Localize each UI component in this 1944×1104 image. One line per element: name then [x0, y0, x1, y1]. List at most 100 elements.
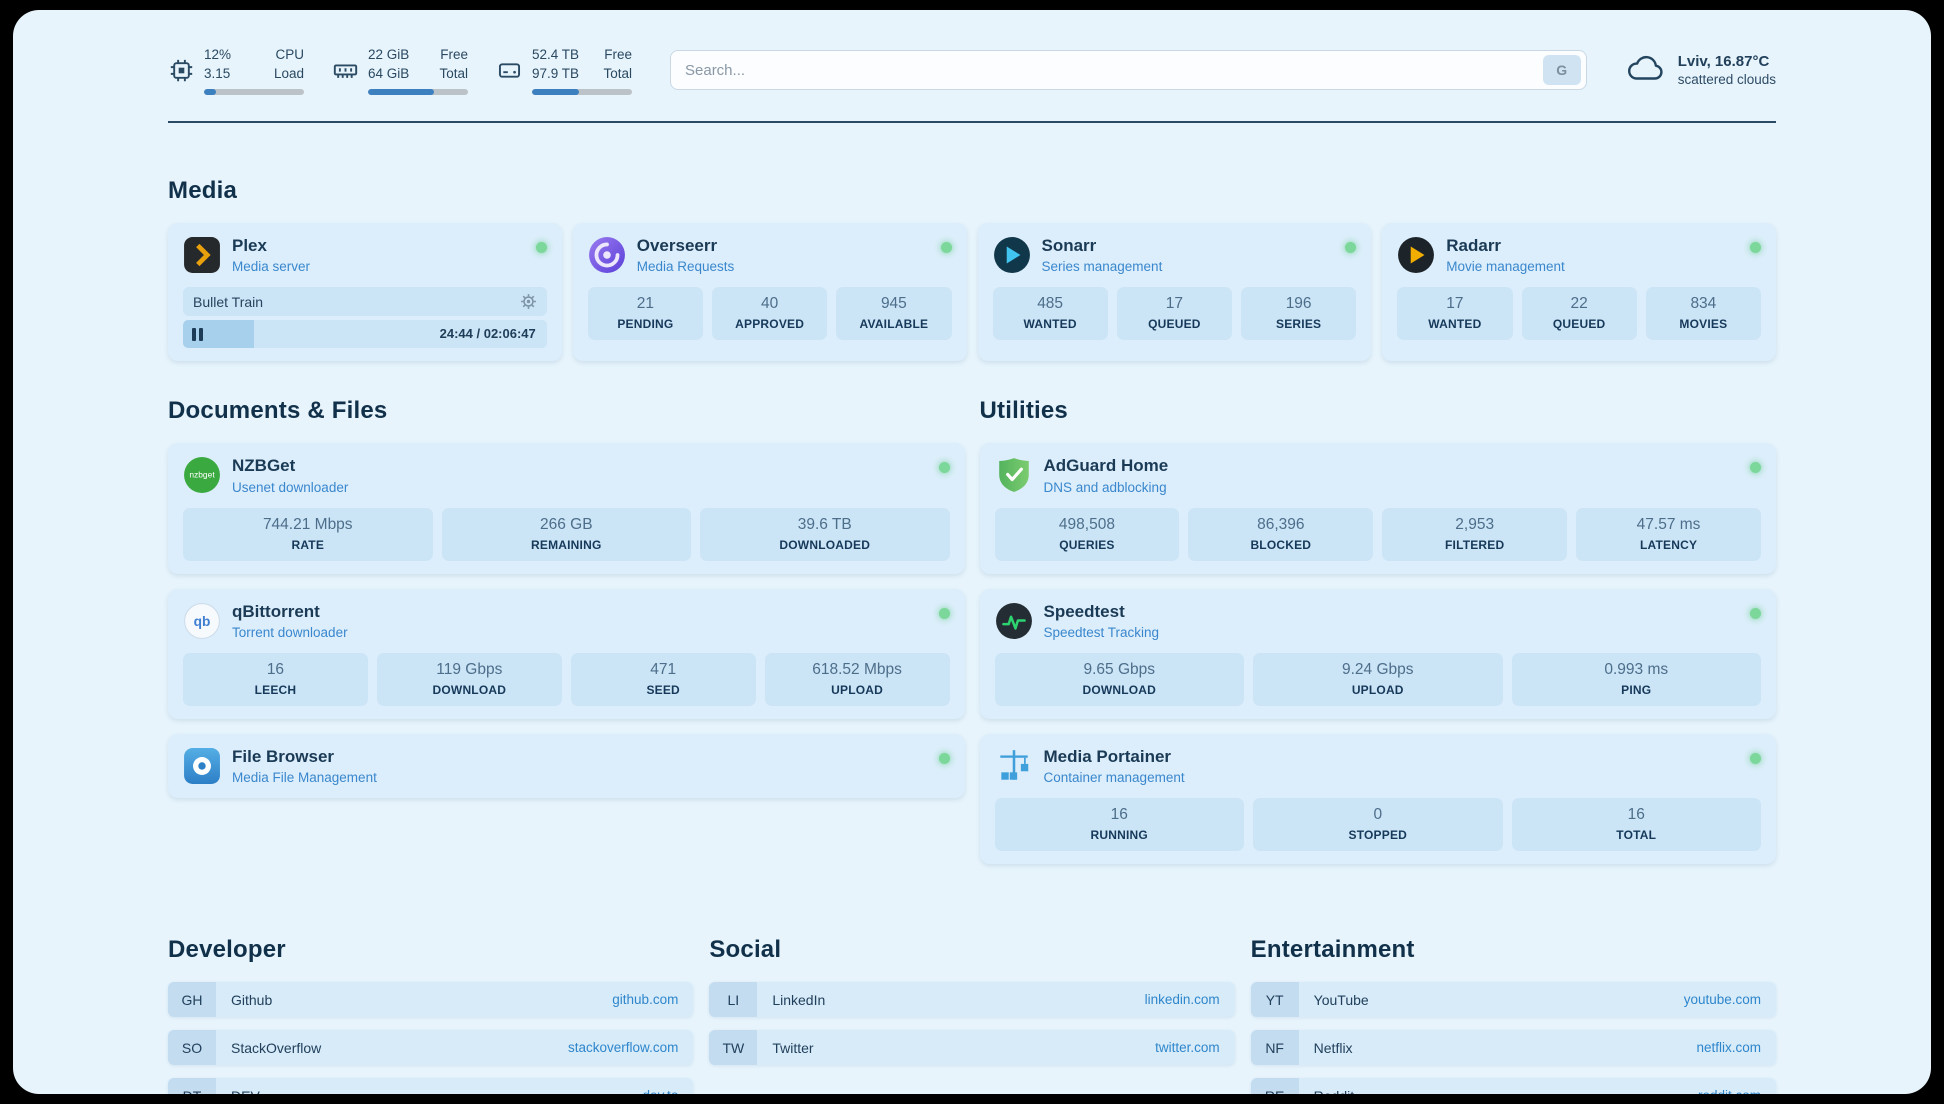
gear-icon[interactable]	[520, 293, 537, 310]
app-subtitle: Media Requests	[636, 259, 735, 275]
adguard-card-header[interactable]: AdGuard Home DNS and adblocking	[995, 456, 1761, 495]
adguard-icon	[995, 456, 1033, 494]
plex-card-header[interactable]: Plex Media server	[183, 236, 547, 274]
status-dot	[938, 462, 950, 474]
stat-tile: 39.6 TB DOWNLOADED	[700, 507, 950, 561]
bookmark-abbr: NF	[1250, 1030, 1299, 1066]
stat-value: 16	[266, 660, 285, 678]
stat-label: DOWNLOADED	[779, 537, 871, 552]
stat-label: FILTERED	[1445, 537, 1505, 552]
stats-row: 498,508 QUERIES 86,396 BLOCKED 2,953 FIL…	[994, 507, 1761, 561]
section-title-entertainment: Entertainment	[1250, 936, 1415, 964]
plex-card[interactable]: Plex Media server Bullet Train 24	[168, 222, 562, 362]
portainer-card-header[interactable]: Media Portainer Container management	[995, 747, 1761, 786]
filebrowser-card[interactable]: File Browser Media File Management	[168, 733, 965, 799]
adguard-card[interactable]: AdGuard Home DNS and adblocking 498,508 …	[979, 443, 1776, 574]
overseerr-card[interactable]: Overseerr Media Requests 21 PENDING 40 A…	[572, 222, 967, 362]
app-name: qBittorrent	[232, 601, 320, 621]
top-bar: 12% 3.15 CPU Load	[168, 46, 1776, 95]
speedtest-card[interactable]: Speedtest Speedtest Tracking 9.65 Gbps D…	[979, 588, 1776, 719]
portainer-icon	[995, 747, 1033, 785]
radarr-card-header[interactable]: Radarr Movie management	[1397, 236, 1761, 274]
bookmark-github[interactable]: GH Github github.com	[168, 982, 694, 1018]
stat-value: 2,953	[1455, 515, 1495, 533]
svg-text:nzbget: nzbget	[189, 470, 215, 480]
stat-tile: 47.57 ms LATENCY	[1576, 507, 1761, 561]
nzbget-card-header[interactable]: nzbget NZBGet Usenet downloader	[183, 456, 950, 495]
plex-icon	[183, 236, 221, 274]
qbittorrent-card-header[interactable]: qb qBittorrent Torrent downloader	[183, 602, 950, 640]
stat-value: 22	[1570, 295, 1588, 313]
cpu-label: CPU	[275, 47, 304, 62]
ram-icon	[332, 57, 359, 84]
bookmark-name: Twitter	[772, 1039, 814, 1056]
ram-free-value: 22 GiB	[368, 47, 410, 62]
bookmark-abbr: DT	[168, 1078, 216, 1094]
playback-time: 24:44 / 02:06:47	[439, 326, 536, 342]
stat-value: 9.65 Gbps	[1083, 660, 1156, 678]
search-bar[interactable]: G	[670, 50, 1587, 91]
sonarr-card-header[interactable]: Sonarr Series management	[993, 236, 1357, 274]
disk-total-label: Total	[603, 65, 632, 81]
stat-tile: 834 MOVIES	[1645, 287, 1761, 341]
stat-tile: 119 Gbps DOWNLOAD	[376, 652, 562, 706]
weather-widget[interactable]: Lviv, 16.87°C scattered clouds	[1625, 51, 1776, 90]
bookmark-name: StackOverflow	[231, 1039, 322, 1056]
status-dot	[940, 241, 952, 253]
status-dot	[535, 241, 547, 253]
app-subtitle: Media server	[232, 259, 311, 275]
filebrowser-card-header[interactable]: File Browser Media File Management	[183, 747, 950, 785]
portainer-card[interactable]: Media Portainer Container management 16 …	[979, 733, 1776, 865]
ram-usage-bar	[368, 88, 468, 95]
ram-total-label: Total	[439, 65, 468, 81]
stat-label: TOTAL	[1616, 828, 1657, 843]
bookmark-stackoverflow[interactable]: SO StackOverflow stackoverflow.com	[168, 1030, 694, 1066]
radarr-card[interactable]: Radarr Movie management 17 WANTED 22 QUE…	[1382, 222, 1776, 362]
app-name: Overseerr	[636, 235, 718, 255]
bookmark-netflix[interactable]: NF Netflix netflix.com	[1250, 1030, 1776, 1066]
stat-tile: 40 APPROVED	[712, 287, 828, 341]
overseerr-card-header[interactable]: Overseerr Media Requests	[588, 236, 952, 274]
stat-tile: 22 QUEUED	[1521, 287, 1637, 341]
documents-column: Documents & Files nzbget NZBGet Usenet d…	[168, 397, 965, 799]
app-name: Plex	[232, 235, 267, 255]
app-subtitle: Series management	[1041, 259, 1163, 275]
search-engine-button[interactable]: G	[1542, 55, 1581, 86]
bookmark-linkedin[interactable]: LI LinkedIn linkedin.com	[709, 982, 1235, 1018]
app-subtitle: Container management	[1043, 770, 1185, 786]
stat-tile: 618.52 Mbps UPLOAD	[764, 652, 950, 706]
search-input[interactable]	[685, 61, 1543, 79]
bookmark-youtube[interactable]: YT YouTube youtube.com	[1250, 982, 1776, 1018]
bookmarks-section: Developer GH Github github.com SO StackO…	[168, 936, 1776, 1094]
app-subtitle: Usenet downloader	[232, 479, 349, 495]
app-name: File Browser	[232, 746, 335, 766]
section-title-documents: Documents & Files	[168, 397, 388, 425]
app-subtitle: DNS and adblocking	[1043, 479, 1167, 495]
bookmark-twitter[interactable]: TW Twitter twitter.com	[709, 1030, 1235, 1066]
cpu-usage-fill	[204, 88, 216, 95]
speedtest-icon	[995, 602, 1033, 640]
now-playing-title: Bullet Train	[193, 293, 264, 310]
stat-tile: 0 STOPPED	[1253, 798, 1503, 852]
qbittorrent-card[interactable]: qb qBittorrent Torrent downloader 16 LEE…	[168, 588, 965, 719]
status-dot	[938, 607, 950, 619]
speedtest-card-header[interactable]: Speedtest Speedtest Tracking	[995, 602, 1761, 640]
qbittorrent-icon: qb	[183, 602, 221, 640]
section-title-developer: Developer	[168, 936, 286, 964]
nzbget-card[interactable]: nzbget NZBGet Usenet downloader 744.21 M…	[168, 443, 965, 574]
cpu-chip-icon	[168, 57, 195, 84]
app-subtitle: Movie management	[1446, 259, 1565, 275]
bookmark-abbr: GH	[168, 982, 216, 1018]
bookmark-dev[interactable]: DT DEV dev.to	[168, 1078, 694, 1094]
cpu-load-label: Load	[273, 65, 304, 81]
playback-progress-bar[interactable]: 24:44 / 02:06:47	[183, 320, 547, 349]
stats-row: 17 WANTED 22 QUEUED 834 MOVIES	[1397, 287, 1761, 341]
app-name: NZBGet	[232, 456, 296, 476]
utilities-column: Utilities AdGuard Home	[979, 397, 1776, 865]
stat-tile: 485 WANTED	[992, 287, 1108, 341]
bookmark-reddit[interactable]: RE Reddit reddit.com	[1250, 1078, 1776, 1094]
app-subtitle: Speedtest Tracking	[1043, 624, 1160, 640]
bookmark-domain: dev.to	[643, 1088, 679, 1094]
media-card-grid: Plex Media server Bullet Train 24	[168, 222, 1776, 362]
sonarr-card[interactable]: Sonarr Series management 485 WANTED 17 Q…	[977, 222, 1372, 362]
